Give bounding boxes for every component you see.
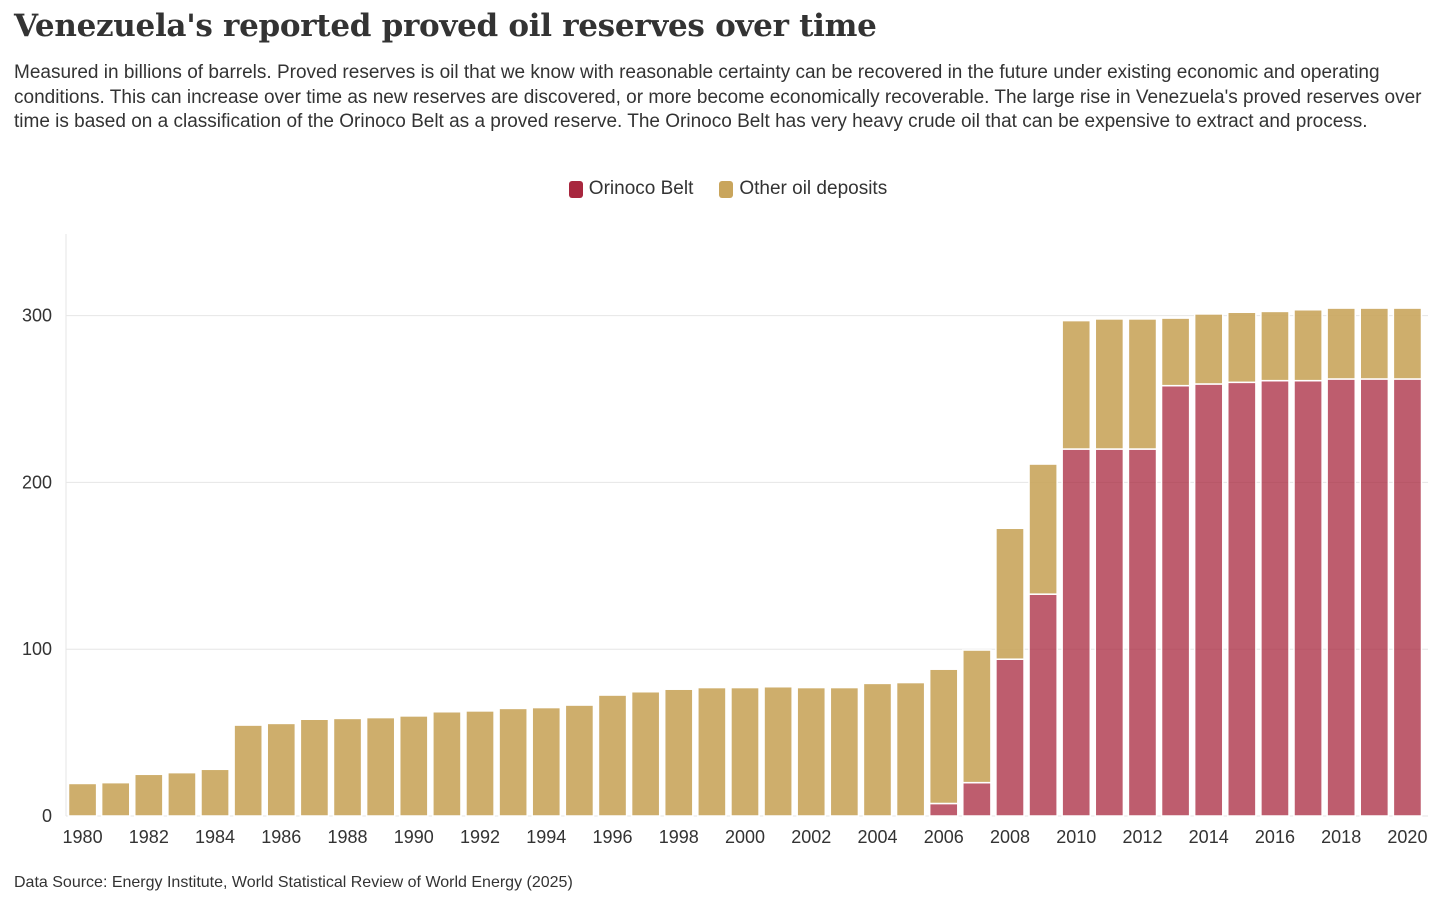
bar-other-oil-deposits-1988[interactable] (332, 717, 363, 817)
x-tick-label-1994: 1994 (526, 827, 566, 847)
bar-other-oil-deposits-1997[interactable] (630, 690, 661, 817)
x-tick-label-2018: 2018 (1321, 827, 1361, 847)
bar-other-oil-deposits-1982[interactable] (133, 773, 164, 817)
bar-orinoco-belt-2008[interactable] (995, 658, 1025, 817)
x-tick-label-2016: 2016 (1255, 827, 1295, 847)
bar-other-oil-deposits-1980[interactable] (67, 782, 98, 817)
bar-other-oil-deposits-2014[interactable] (1193, 313, 1224, 385)
bar-orinoco-belt-2009[interactable] (1028, 593, 1058, 817)
bar-other-oil-deposits-1989[interactable] (365, 716, 396, 817)
bars (67, 307, 1423, 817)
x-tick-label-2012: 2012 (1122, 827, 1162, 847)
y-tick-label-300: 300 (22, 306, 52, 326)
x-tick-label-2010: 2010 (1056, 827, 1096, 847)
y-axis: 0 100 200 300 (22, 306, 52, 826)
bar-other-oil-deposits-2016[interactable] (1260, 310, 1290, 382)
bar-orinoco-belt-2018[interactable] (1326, 378, 1357, 817)
x-tick-label-2006: 2006 (924, 827, 964, 847)
bar-other-oil-deposits-2018[interactable] (1326, 307, 1357, 380)
legend-label-orinoco-belt: Orinoco Belt (588, 178, 694, 199)
y-tick-label-0: 0 (42, 806, 52, 826)
legend: Orinoco Belt Other oil deposits (0, 178, 1456, 200)
bar-other-oil-deposits-1986[interactable] (266, 722, 297, 817)
legend-label-other-oil-deposits: Other oil deposits (739, 178, 888, 199)
x-tick-label-1984: 1984 (195, 827, 235, 847)
bar-orinoco-belt-2010[interactable] (1061, 448, 1092, 817)
x-tick-label-2014: 2014 (1189, 827, 1229, 847)
bar-other-oil-deposits-2015[interactable] (1227, 311, 1257, 384)
bar-other-oil-deposits-2010[interactable] (1061, 319, 1092, 450)
bar-other-oil-deposits-2017[interactable] (1293, 309, 1323, 382)
x-tick-label-1982: 1982 (129, 827, 169, 847)
bar-orinoco-belt-2012[interactable] (1127, 448, 1158, 817)
bar-other-oil-deposits-2012[interactable] (1127, 318, 1158, 450)
bar-orinoco-belt-2011[interactable] (1094, 448, 1125, 817)
bar-orinoco-belt-2015[interactable] (1227, 381, 1257, 817)
bar-other-oil-deposits-1998[interactable] (663, 688, 694, 817)
bar-other-oil-deposits-1996[interactable] (597, 694, 628, 817)
x-tick-label-2008: 2008 (990, 827, 1030, 847)
bar-other-oil-deposits-2013[interactable] (1160, 317, 1191, 387)
legend-swatch-other-oil-deposits (719, 180, 734, 198)
bar-orinoco-belt-2020[interactable] (1392, 378, 1423, 817)
bar-other-oil-deposits-1999[interactable] (697, 686, 727, 817)
bar-other-oil-deposits-2000[interactable] (730, 686, 760, 817)
legend-swatch-orinoco-belt (568, 180, 583, 198)
chart-subtitle: Measured in billions of barrels. Proved … (14, 62, 1422, 132)
x-axis: 1980 1982 1984 1986 1988 1990 1992 1994 1996 1998… (63, 827, 1428, 847)
bar-other-oil-deposits-2006[interactable] (928, 668, 959, 805)
bar-orinoco-belt-2006[interactable] (928, 802, 959, 817)
x-tick-label-1990: 1990 (394, 827, 434, 847)
bar-other-oil-deposits-2008[interactable] (995, 527, 1025, 660)
bar-other-oil-deposits-2005[interactable] (895, 681, 926, 817)
x-tick-label-1992: 1992 (460, 827, 500, 847)
bar-other-oil-deposits-2011[interactable] (1094, 318, 1125, 450)
x-tick-label-1980: 1980 (63, 827, 103, 847)
x-tick-label-1996: 1996 (592, 827, 632, 847)
bar-other-oil-deposits-1995[interactable] (564, 704, 595, 817)
bar-orinoco-belt-2007[interactable] (962, 781, 992, 817)
bar-other-oil-deposits-2009[interactable] (1028, 463, 1058, 595)
bar-other-oil-deposits-1981[interactable] (100, 781, 131, 817)
bar-other-oil-deposits-2003[interactable] (829, 686, 860, 817)
legend-item-other-oil-deposits[interactable]: Other oil deposits (719, 178, 887, 200)
bar-other-oil-deposits-2002[interactable] (796, 686, 827, 817)
x-tick-label-1986: 1986 (261, 827, 301, 847)
legend-item-orinoco-belt[interactable]: Orinoco Belt (568, 178, 694, 200)
data-source: Data Source: Energy Institute, World Sta… (14, 874, 573, 891)
bar-other-oil-deposits-2001[interactable] (763, 685, 793, 817)
bar-orinoco-belt-2019[interactable] (1359, 378, 1390, 817)
x-tick-label-1988: 1988 (328, 827, 368, 847)
bar-orinoco-belt-2017[interactable] (1293, 379, 1323, 817)
bar-other-oil-deposits-1990[interactable] (398, 715, 429, 817)
bar-other-oil-deposits-1994[interactable] (531, 706, 562, 817)
x-tick-label-2000: 2000 (725, 827, 765, 847)
bar-other-oil-deposits-1987[interactable] (299, 718, 330, 817)
x-tick-label-2002: 2002 (791, 827, 831, 847)
bar-other-oil-deposits-2007[interactable] (962, 649, 992, 784)
bar-other-oil-deposits-1991[interactable] (432, 711, 462, 817)
y-tick-label-100: 100 (22, 639, 52, 659)
bar-orinoco-belt-2016[interactable] (1260, 379, 1290, 817)
bar-other-oil-deposits-1993[interactable] (498, 707, 528, 817)
x-tick-label-1998: 1998 (659, 827, 699, 847)
bar-other-oil-deposits-1985[interactable] (233, 724, 263, 817)
x-tick-label-2020: 2020 (1387, 827, 1427, 847)
y-tick-label-200: 200 (22, 472, 52, 492)
chart-title: Venezuela's reported proved oil reserves… (14, 8, 877, 44)
bar-orinoco-belt-2013[interactable] (1160, 384, 1191, 817)
bar-other-oil-deposits-1983[interactable] (167, 771, 197, 817)
bar-other-oil-deposits-1984[interactable] (200, 768, 230, 817)
bar-other-oil-deposits-2004[interactable] (862, 682, 893, 817)
bar-other-oil-deposits-2019[interactable] (1359, 307, 1390, 380)
bar-orinoco-belt-2014[interactable] (1193, 383, 1224, 817)
bar-other-oil-deposits-1992[interactable] (465, 710, 495, 817)
x-tick-label-2004: 2004 (857, 827, 897, 847)
bar-other-oil-deposits-2020[interactable] (1392, 307, 1423, 380)
